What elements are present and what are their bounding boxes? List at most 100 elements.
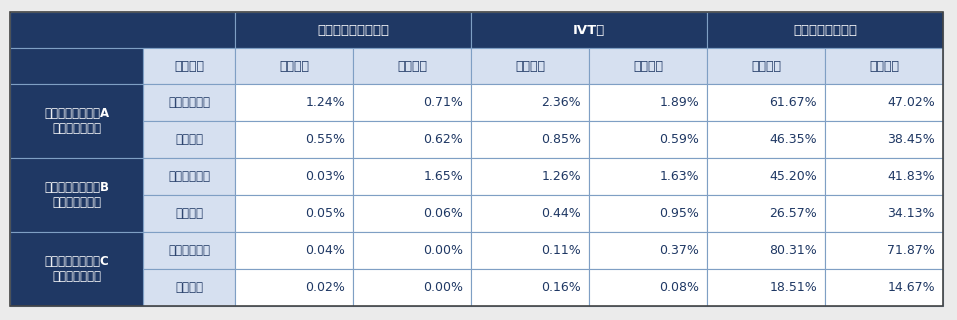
Bar [471,232,589,269]
Text: 0.05%: 0.05% [305,207,345,220]
Text: 18.51%: 18.51% [769,281,817,294]
Bar [10,84,143,158]
Text: モバイル: モバイル [175,207,203,220]
Bar [589,48,707,84]
Bar [707,158,825,195]
Text: 自動入札: 自動入札 [397,60,427,73]
Text: IVT率: IVT率 [573,23,605,36]
Bar [589,121,707,158]
Text: 46.35%: 46.35% [769,133,817,146]
Bar [235,121,353,158]
Text: 14.67%: 14.67% [887,281,935,294]
Text: 61.67%: 61.67% [769,96,817,109]
Text: 0.55%: 0.55% [305,133,345,146]
Bar [235,232,353,269]
Text: ビューアビリティ: ビューアビリティ [793,23,857,36]
Text: 0.71%: 0.71% [423,96,463,109]
Bar [353,232,471,269]
Text: ブランド業損リスク: ブランド業損リスク [317,23,389,36]
Bar [707,48,825,84]
Text: 0.59%: 0.59% [659,133,699,146]
Bar [825,158,943,195]
Bar [353,158,471,195]
Bar [471,195,589,232]
Text: 手動入札: 手動入札 [279,60,309,73]
Bar [471,121,589,158]
Text: 1.24%: 1.24% [305,96,345,109]
Bar [235,195,353,232]
Bar [471,269,589,306]
Bar [589,195,707,232]
Bar [707,232,825,269]
Bar [707,195,825,232]
Text: 0.85%: 0.85% [541,133,581,146]
Text: 手動入札: 手動入札 [515,60,545,73]
Bar [471,12,707,48]
Bar [143,195,235,232]
Bar [235,269,353,306]
Bar [471,48,589,84]
Bar [353,84,471,121]
Text: 1.26%: 1.26% [542,170,581,183]
Bar [825,232,943,269]
Bar [589,84,707,121]
Text: 自動入札: 自動入札 [869,60,899,73]
Text: 0.06%: 0.06% [423,207,463,220]
Text: 0.00%: 0.00% [423,244,463,257]
Text: 0.00%: 0.00% [423,281,463,294]
Text: 0.04%: 0.04% [305,244,345,257]
Bar [235,158,353,195]
Bar [143,48,235,84]
Text: デスクトップ: デスクトップ [168,96,210,109]
Text: デバイス: デバイス [174,60,204,73]
Text: 38.45%: 38.45% [887,133,935,146]
Bar [143,232,235,269]
Text: デスクトップ: デスクトップ [168,170,210,183]
Bar [471,84,589,121]
Text: 45.20%: 45.20% [769,170,817,183]
Bar [143,121,235,158]
Bar [10,48,143,84]
Text: 自動入札: 自動入札 [633,60,663,73]
Text: 1.63%: 1.63% [659,170,699,183]
Bar [589,158,707,195]
Bar [825,269,943,306]
Text: 41.83%: 41.83% [887,170,935,183]
Text: 71.87%: 71.87% [887,244,935,257]
Bar [143,84,235,121]
Text: 80.31%: 80.31% [769,244,817,257]
Bar [10,232,143,306]
Text: 0.11%: 0.11% [542,244,581,257]
Text: 34.13%: 34.13% [887,207,935,220]
Bar [143,269,235,306]
Text: 0.62%: 0.62% [423,133,463,146]
Text: 1.65%: 1.65% [423,170,463,183]
Bar [353,195,471,232]
Bar [825,195,943,232]
Bar [707,269,825,306]
Text: 0.08%: 0.08% [659,281,699,294]
Bar [825,48,943,84]
Text: 手動入札: 手動入札 [751,60,781,73]
Text: 0.02%: 0.02% [305,281,345,294]
Bar [825,121,943,158]
Bar [825,84,943,121]
Text: モバイル: モバイル [175,133,203,146]
Text: 0.16%: 0.16% [542,281,581,294]
Bar [707,121,825,158]
Text: プラットフォームB
ブロッキング無: プラットフォームB ブロッキング無 [44,181,109,209]
Text: モバイル: モバイル [175,281,203,294]
Text: プラットフォームA
ブロッキング有: プラットフォームA ブロッキング有 [44,107,109,135]
Bar [353,48,471,84]
Bar [707,84,825,121]
Bar [10,158,143,232]
Bar [707,12,943,48]
Text: プラットフォームC
ブロッキング有: プラットフォームC ブロッキング有 [44,255,109,283]
Text: デスクトップ: デスクトップ [168,244,210,257]
Bar [143,158,235,195]
Text: 47.02%: 47.02% [887,96,935,109]
Text: 26.57%: 26.57% [769,207,817,220]
Bar [471,158,589,195]
Bar [10,12,235,48]
Bar [589,232,707,269]
